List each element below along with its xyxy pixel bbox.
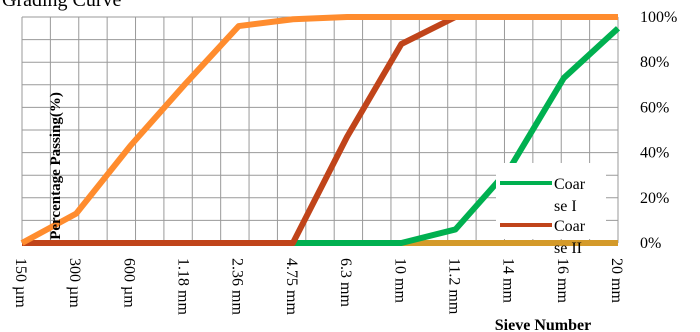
series-line-3 [20, 14, 618, 246]
x-tick-label: 20 mm [608, 258, 625, 303]
y-tick-label: 40% [640, 145, 669, 162]
x-tick-label: 11.2 mm [445, 258, 462, 315]
y-tick-label: 0% [640, 235, 661, 252]
x-tick-label: 2.36 mm [229, 258, 246, 315]
legend-label: Coar [554, 218, 586, 235]
x-tick-label: 6.3 mm [337, 258, 354, 307]
y-tick-labels: 0% 20% 40% 60% 80% 100% [640, 9, 677, 252]
x-tick-label: 150 µm [12, 258, 29, 308]
x-tick-label: 600 µm [120, 258, 137, 308]
y-tick-label: 100% [640, 9, 677, 26]
chart-title: Grading Curve [2, 0, 122, 11]
y-tick-label: 60% [640, 99, 669, 116]
x-tick-label: 4.75 mm [283, 258, 300, 315]
legend-box [496, 163, 606, 239]
legend-label: se I [554, 198, 577, 215]
x-tick-labels: 150 µm 300 µm 600 µm 1.18 mm 2.36 mm 4.75 mm 6… [12, 258, 625, 315]
legend: Coar se I Coar se II [496, 163, 606, 257]
x-tick-label: 1.18 mm [175, 258, 192, 315]
x-tick-label: 14 mm [500, 258, 517, 303]
legend-label: se II [554, 240, 582, 257]
legend-label: Coar [554, 176, 586, 193]
x-tick-label: 300 µm [66, 258, 83, 308]
y-tick-label: 20% [640, 190, 669, 207]
x-tick-label: 16 mm [554, 258, 571, 303]
series-lines [20, 14, 621, 246]
x-axis-title: Sieve Number [495, 317, 591, 332]
y-axis-title: Percentage Passing(%) [48, 92, 64, 240]
x-tick-label: 10 mm [391, 258, 408, 303]
y-tick-label: 80% [640, 54, 669, 71]
